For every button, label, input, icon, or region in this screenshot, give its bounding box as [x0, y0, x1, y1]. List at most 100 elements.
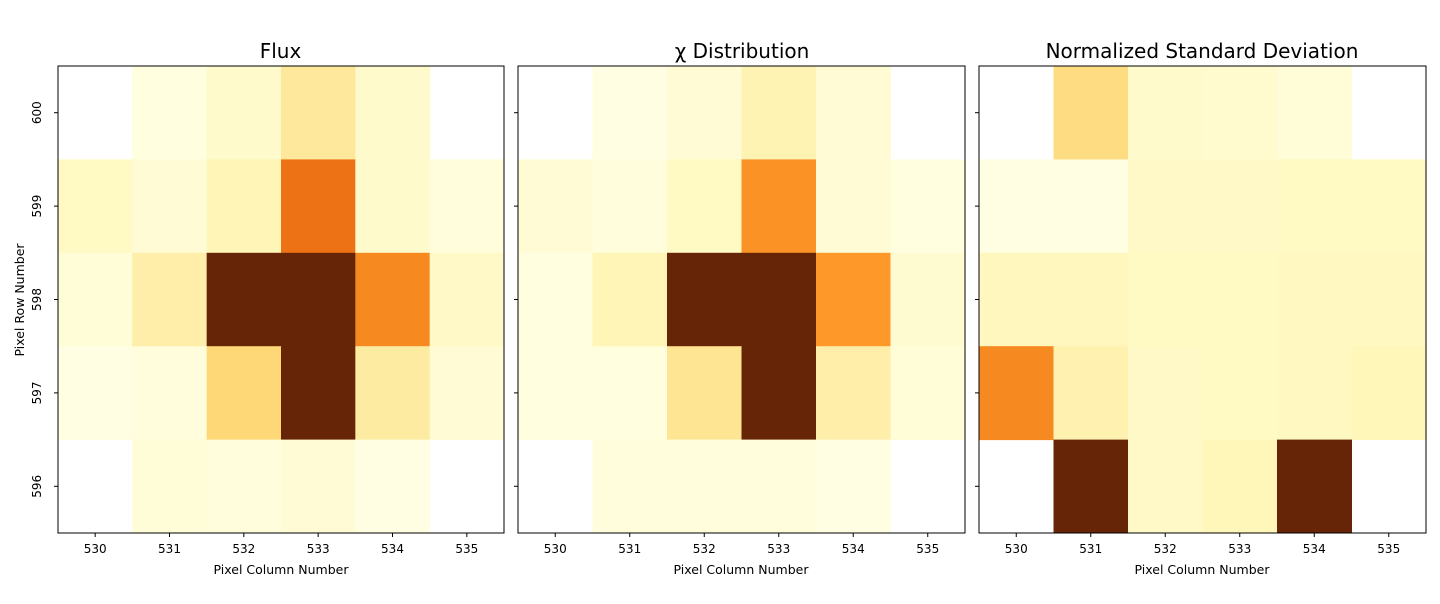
flux-x-tick-label: 533	[307, 542, 330, 556]
chi-distribution-cell-532-596	[667, 439, 742, 534]
flux-cell-534-600	[355, 66, 431, 160]
chi-distribution-x-tick-label: 535	[916, 542, 939, 556]
normalized-std-cell-531-596	[1053, 439, 1129, 534]
flux-y-tick-label: 599	[30, 195, 44, 218]
flux-cell-533-597	[281, 346, 356, 441]
flux-cell-532-600	[206, 66, 282, 160]
normalized-std-cell-532-599	[1128, 159, 1203, 254]
flux-cell-534-599	[355, 159, 431, 254]
normalized-std-cell-533-600	[1202, 66, 1278, 160]
flux-title: Flux	[260, 39, 302, 63]
flux-y-tick-label: 598	[30, 288, 44, 311]
chi-distribution-cell-534-597	[816, 346, 891, 441]
chi-distribution-cell-535-597	[890, 346, 966, 441]
chi-distribution-cell-533-598	[741, 252, 817, 347]
normalized-std-cell-533-599	[1202, 159, 1278, 254]
normalized-std-cell-531-600	[1053, 66, 1129, 160]
normalized-std-x-ticks: 530 531 532 533 534 535	[1005, 533, 1400, 556]
flux-cell-534-598	[355, 252, 431, 347]
normalized-std-panel: Normalized Standard Deviation 530 531 532 5…	[975, 39, 1427, 577]
chi-distribution-cell-533-596	[741, 439, 817, 534]
normalized-std-x-tick-label: 534	[1303, 542, 1326, 556]
normalized-std-x-tick-label: 531	[1079, 542, 1102, 556]
chi-distribution-panel: χ Distribution 530 531 532 533 534 535 Pixel …	[514, 39, 966, 577]
normalized-std-title: Normalized Standard Deviation	[1046, 39, 1359, 63]
normalized-std-cell-533-598	[1202, 252, 1278, 347]
flux-y-tick-label: 600	[30, 101, 44, 124]
chi-distribution-cell-535-598	[890, 252, 966, 347]
chi-distribution-x-tick-label: 532	[693, 542, 716, 556]
chi-distribution-cell-532-599	[667, 159, 742, 254]
chi-distribution-x-tick-label: 531	[618, 542, 641, 556]
normalized-std-cell-535-599	[1351, 159, 1427, 254]
normalized-std-cell-532-597	[1128, 346, 1203, 441]
normalized-std-x-tick-label: 530	[1005, 542, 1028, 556]
chi-distribution-x-ticks: 530 531 532 533 534 535	[544, 533, 939, 556]
flux-x-tick-label: 532	[232, 542, 255, 556]
flux-x-tick-label: 530	[84, 542, 107, 556]
flux-cell-533-596	[281, 439, 356, 534]
flux-cell-530-598	[58, 252, 133, 347]
flux-cell-530-597	[58, 346, 133, 441]
chi-distribution-cell-531-599	[592, 159, 668, 254]
chi-distribution-cell-531-598	[592, 252, 668, 347]
chi-distribution-cell-531-600	[592, 66, 668, 160]
flux-cell-534-596	[355, 439, 431, 534]
flux-x-axis-label: Pixel Column Number	[214, 562, 350, 577]
flux-cell-532-599	[206, 159, 282, 254]
flux-y-tick-label: 596	[30, 475, 44, 498]
flux-cell-531-598	[132, 252, 208, 347]
flux-y-axis-label: Pixel Row Number	[12, 243, 27, 357]
flux-x-tick-label: 534	[381, 542, 404, 556]
flux-cell-533-599	[281, 159, 356, 254]
flux-cell-534-597	[355, 346, 431, 441]
chi-distribution-cell-534-598	[816, 252, 891, 347]
normalized-std-cell-531-598	[1053, 252, 1129, 347]
flux-cell-532-597	[206, 346, 282, 441]
chi-distribution-cell-533-597	[741, 346, 817, 441]
chi-distribution-cell-534-599	[816, 159, 891, 254]
chi-distribution-cell-531-596	[592, 439, 668, 534]
normalized-std-cell-534-596	[1277, 439, 1352, 534]
chi-distribution-x-tick-label: 534	[842, 542, 865, 556]
normalized-std-x-tick-label: 532	[1154, 542, 1177, 556]
flux-cell-531-600	[132, 66, 208, 160]
normalized-std-cell-534-599	[1277, 159, 1352, 254]
normalized-std-x-tick-label: 533	[1228, 542, 1251, 556]
flux-cell-535-599	[429, 159, 505, 254]
flux-cell-535-597	[429, 346, 505, 441]
chi-distribution-cell-531-597	[592, 346, 668, 441]
normalized-std-cell-535-598	[1351, 252, 1427, 347]
chi-distribution-cell-534-600	[816, 66, 891, 160]
normalized-std-x-axis-label: Pixel Column Number	[1135, 562, 1271, 577]
normalized-std-cell-532-600	[1128, 66, 1203, 160]
chi-distribution-cell-530-598	[518, 252, 593, 347]
chi-distribution-cell-532-597	[667, 346, 742, 441]
normalized-std-cell-531-597	[1053, 346, 1129, 441]
normalized-std-cell-534-600	[1277, 66, 1352, 160]
chi-distribution-x-tick-label: 530	[544, 542, 567, 556]
flux-y-tick-label: 597	[30, 381, 44, 404]
normalized-std-cell-533-596	[1202, 439, 1278, 534]
chi-distribution-heatmap-cells	[518, 66, 966, 534]
normalized-std-cell-532-596	[1128, 439, 1203, 534]
chi-distribution-y-ticks	[514, 112, 518, 487]
chi-distribution-cell-530-599	[518, 159, 593, 254]
chi-distribution-cell-532-600	[667, 66, 742, 160]
flux-cell-535-598	[429, 252, 505, 347]
chi-distribution-title: χ Distribution	[675, 39, 810, 63]
flux-x-tick-label: 531	[158, 542, 181, 556]
flux-cell-533-600	[281, 66, 356, 160]
chi-distribution-cell-530-597	[518, 346, 593, 441]
flux-x-ticks: 530 531 532 533 534 535	[84, 533, 478, 556]
flux-y-ticks: 600 599 598 597 596	[30, 101, 58, 498]
chi-distribution-x-tick-label: 533	[767, 542, 790, 556]
flux-cell-532-598	[206, 252, 282, 347]
chi-distribution-cell-532-598	[667, 252, 742, 347]
chi-distribution-cell-535-599	[890, 159, 966, 254]
normalized-std-cell-534-598	[1277, 252, 1352, 347]
flux-x-tick-label: 535	[455, 542, 478, 556]
normalized-std-cell-534-597	[1277, 346, 1352, 441]
normalized-std-cell-535-597	[1351, 346, 1427, 441]
